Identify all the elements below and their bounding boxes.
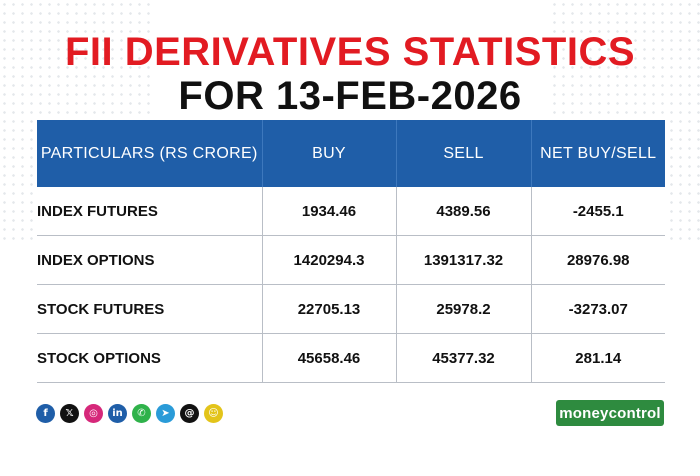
buy-value: 45658.46 (262, 333, 397, 383)
linkedin-icon[interactable]: in (108, 404, 127, 423)
net-value: 281.14 (531, 333, 665, 383)
buy-value: 1934.46 (262, 187, 397, 236)
header-sell: SELL (396, 120, 532, 187)
header-net: NET BUY/SELL (531, 120, 665, 187)
instagram-icon[interactable]: ◎ (84, 404, 103, 423)
threads-icon[interactable]: @ (180, 404, 199, 423)
telegram-icon[interactable]: ➤ (156, 404, 175, 423)
facebook-icon[interactable]: f (36, 404, 55, 423)
row-label: INDEX OPTIONS (37, 235, 263, 285)
table-row: INDEX OPTIONS 1420294.3 1391317.32 28976… (37, 235, 665, 285)
net-value: -3273.07 (531, 284, 665, 334)
snapchat-icon[interactable]: ☺ (204, 404, 223, 423)
net-value: -2455.1 (531, 187, 665, 236)
social-icons: f 𝕏 ◎ in ✆ ➤ @ ☺ (36, 404, 223, 423)
sell-value: 45377.32 (396, 333, 532, 383)
table-row: INDEX FUTURES 1934.46 4389.56 -2455.1 (37, 187, 665, 236)
net-value: 28976.98 (531, 235, 665, 285)
row-label: STOCK OPTIONS (37, 333, 263, 383)
x-icon[interactable]: 𝕏 (60, 404, 79, 423)
sell-value: 4389.56 (396, 187, 532, 236)
buy-value: 22705.13 (262, 284, 397, 334)
logo-part-1: money (559, 404, 609, 422)
whatsapp-icon[interactable]: ✆ (132, 404, 151, 423)
header-particulars: PARTICULARS (RS CRORE) (37, 120, 263, 187)
derivatives-table: PARTICULARS (RS CRORE) BUY SELL NET BUY/… (37, 120, 665, 383)
title-line-2: FOR 13-FEB-2026 (178, 74, 522, 118)
table-header-row: PARTICULARS (RS CRORE) BUY SELL NET BUY/… (37, 120, 665, 187)
sell-value: 25978.2 (396, 284, 532, 334)
logo-part-2: control (608, 404, 661, 422)
header-buy: BUY (262, 120, 397, 187)
table-row: STOCK OPTIONS 45658.46 45377.32 281.14 (37, 333, 665, 383)
buy-value: 1420294.3 (262, 235, 397, 285)
moneycontrol-logo: money control (556, 400, 664, 426)
title-line-1: FII DERIVATIVES STATISTICS (64, 30, 636, 74)
row-label: STOCK FUTURES (37, 284, 263, 334)
sell-value: 1391317.32 (396, 235, 532, 285)
row-label: INDEX FUTURES (37, 187, 263, 236)
table-row: STOCK FUTURES 22705.13 25978.2 -3273.07 (37, 284, 665, 334)
